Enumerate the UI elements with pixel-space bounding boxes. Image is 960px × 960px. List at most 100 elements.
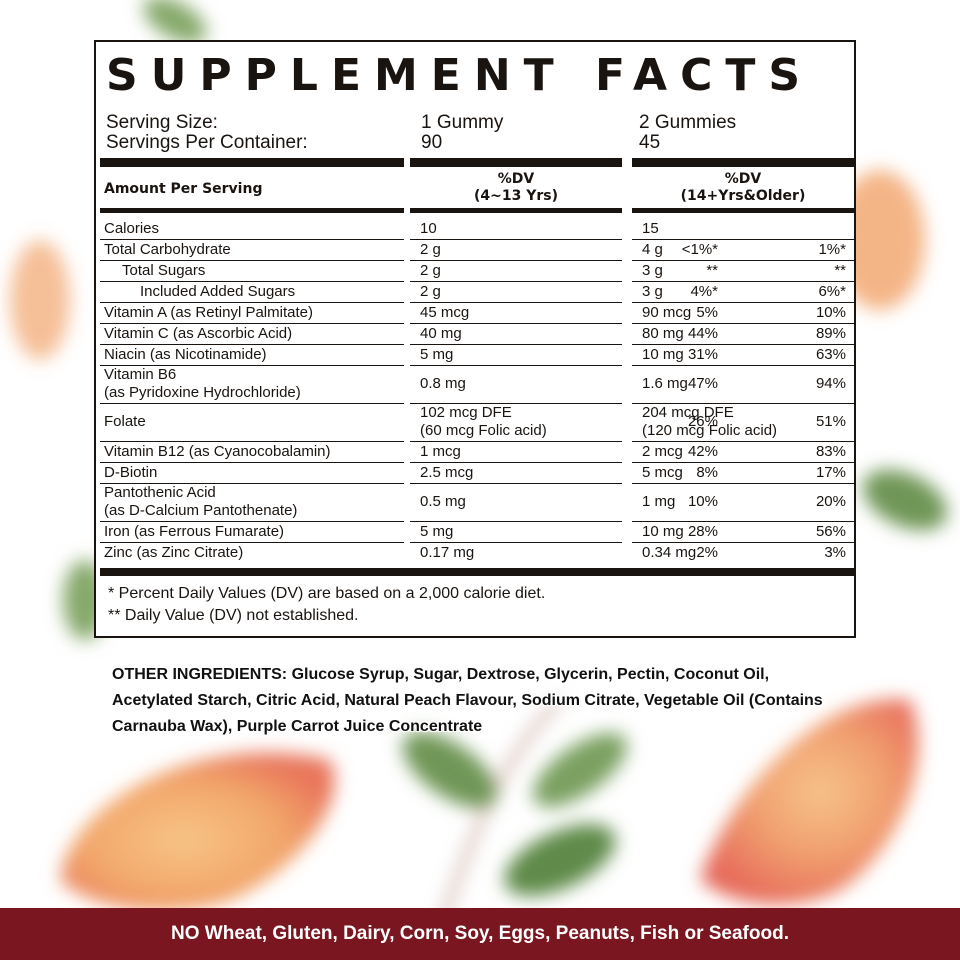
child-percent-dv-line: 42% bbox=[687, 443, 718, 460]
nutrient-name-line: Niacin (as Nicotinamide) bbox=[104, 346, 267, 363]
child-amount-line: 0.8 mg bbox=[420, 375, 466, 392]
child-percent-dv-line: ** bbox=[706, 262, 718, 279]
row-divider bbox=[632, 365, 854, 366]
child-amount-line: 2 g bbox=[420, 241, 441, 258]
nutrient-name-line: Folate bbox=[104, 413, 146, 430]
child-percent-dv-line: 47% bbox=[687, 375, 718, 392]
child-percent-dv-line: <1%* bbox=[681, 241, 718, 258]
nutrient-name-line: Zinc (as Zinc Citrate) bbox=[104, 544, 244, 561]
nutrient-name-line: (as Pyridoxine Hydrochloride) bbox=[104, 384, 301, 401]
nutrient-name: Included Added Sugars bbox=[140, 281, 295, 302]
child-percent-dv-line: 5% bbox=[696, 304, 718, 321]
nutrient-name: Niacin (as Nicotinamide) bbox=[104, 344, 267, 365]
row-divider bbox=[632, 260, 854, 261]
child-amount: 2.5 mcg bbox=[420, 462, 473, 483]
adult-percent-dv-line: 63% bbox=[815, 346, 846, 363]
child-percent-dv: 10% bbox=[688, 483, 718, 521]
child-percent-dv: 5% bbox=[696, 302, 718, 323]
child-amount-line: 45 mcg bbox=[420, 304, 470, 321]
child-dv-label: %DV bbox=[497, 171, 535, 187]
nutrient-name: Zinc (as Zinc Citrate) bbox=[104, 542, 243, 563]
adult-percent-dv-line: 10% bbox=[815, 304, 846, 321]
adult-amount-line: 4 g bbox=[642, 241, 663, 258]
row-divider bbox=[410, 344, 622, 345]
row-divider bbox=[410, 403, 622, 404]
adult-percent-dv-line: 94% bbox=[815, 375, 846, 392]
child-percent-dv: 26% bbox=[688, 403, 718, 441]
child-amount: 102 mcg DFE (60 mcg Folic acid) bbox=[420, 404, 547, 440]
row-divider bbox=[410, 462, 622, 463]
nutrient-name-line: Included Added Sugars bbox=[140, 283, 296, 300]
child-amount: 40 mg bbox=[420, 323, 462, 344]
nutrient-name: Pantothenic Acid (as D-Calcium Pantothena… bbox=[104, 484, 297, 520]
child-amount: 2 g bbox=[420, 281, 441, 302]
child-amount-line: 0.5 mg bbox=[420, 493, 466, 510]
nutrient-name: Vitamin A (as Retinyl Palmitate) bbox=[104, 302, 313, 323]
adult-percent-dv: 89% bbox=[816, 323, 846, 344]
adult-percent-dv: 1%* bbox=[818, 239, 846, 260]
row-divider bbox=[632, 483, 854, 484]
adult-amount: 10 mg bbox=[642, 521, 684, 542]
adult-amount: 4 g bbox=[642, 239, 663, 260]
row-divider bbox=[100, 403, 404, 404]
child-amount-line: 2 g bbox=[420, 262, 441, 279]
nutrient-name-line: Iron (as Ferrous Fumarate) bbox=[104, 523, 285, 540]
adult-percent-dv-line: ** bbox=[834, 262, 846, 279]
adult-percent-dv: 83% bbox=[816, 441, 846, 462]
child-amount: 45 mcg bbox=[420, 302, 469, 323]
adult-percent-dv: 3% bbox=[824, 542, 846, 563]
row-divider bbox=[632, 462, 854, 463]
row-divider bbox=[100, 239, 404, 240]
row-divider bbox=[410, 260, 622, 261]
nutrient-name-line: (as D-Calcium Pantothenate) bbox=[104, 502, 298, 519]
child-percent-dv: 2% bbox=[696, 542, 718, 563]
adult-amount: 1 mg bbox=[642, 483, 675, 521]
adult-dv-header: %DV (14+Yrs&Older) bbox=[632, 171, 854, 205]
child-percent-dv: ** bbox=[706, 260, 718, 281]
header-rule-child bbox=[410, 158, 622, 167]
adult-percent-dv-line: 17% bbox=[815, 464, 846, 481]
child-amount: 0.5 mg bbox=[420, 483, 466, 521]
child-percent-dv-line: 28% bbox=[687, 523, 718, 540]
row-divider bbox=[100, 441, 404, 442]
row-divider bbox=[632, 403, 854, 404]
child-amount-line: 1 mcg bbox=[420, 443, 461, 460]
adult-percent-dv: 20% bbox=[816, 483, 846, 521]
adult-amount-line: 0.34 mg bbox=[642, 544, 697, 561]
nutrient-name: Folate bbox=[104, 403, 146, 441]
row-divider bbox=[632, 302, 854, 303]
adult-amount: 10 mg bbox=[642, 344, 684, 365]
adult-amount-line: 15 bbox=[642, 220, 659, 237]
nutrient-name-line: D-Biotin bbox=[104, 464, 158, 481]
row-divider bbox=[410, 521, 622, 522]
child-amount: 0.17 mg bbox=[420, 542, 474, 563]
adult-percent-dv: 51% bbox=[816, 403, 846, 441]
adult-amount-line: 3 g bbox=[642, 262, 663, 279]
row-divider bbox=[410, 441, 622, 442]
adult-amount-line: 3 g bbox=[642, 283, 663, 300]
child-amount: 10 bbox=[420, 218, 437, 239]
row-divider bbox=[410, 302, 622, 303]
adult-percent-dv-line: 20% bbox=[815, 493, 846, 510]
child-amount-line: 5 mg bbox=[420, 523, 454, 540]
child-amount: 5 mg bbox=[420, 344, 453, 365]
adult-amount-line: (120 mcg Folic acid) bbox=[642, 422, 778, 439]
allergen-banner-text: NO Wheat, Gluten, Dairy, Corn, Soy, Eggs… bbox=[171, 923, 789, 944]
child-percent-dv: 47% bbox=[688, 365, 718, 403]
serving-size-adult: 2 Gummies bbox=[639, 112, 737, 133]
row-divider bbox=[100, 483, 404, 484]
servings-per-container-label: Servings Per Container: bbox=[106, 132, 308, 153]
adult-percent-dv-line: 83% bbox=[815, 443, 846, 460]
row-divider bbox=[100, 542, 404, 543]
nutrient-name: Vitamin B6 (as Pyridoxine Hydrochloride) bbox=[104, 366, 301, 402]
row-divider bbox=[632, 521, 854, 522]
adult-percent-dv: 56% bbox=[816, 521, 846, 542]
header-rule-adult bbox=[632, 158, 854, 167]
nutrient-name-line: Vitamin B6 bbox=[104, 366, 177, 383]
child-amount: 2 g bbox=[420, 260, 441, 281]
adult-amount-line: 2 mcg bbox=[642, 443, 683, 460]
nutrient-name: Vitamin C (as Ascorbic Acid) bbox=[104, 323, 292, 344]
child-amount-line: 40 mg bbox=[420, 325, 462, 342]
adult-amount: 15 bbox=[642, 218, 659, 239]
child-amount-line: 10 bbox=[420, 220, 437, 237]
